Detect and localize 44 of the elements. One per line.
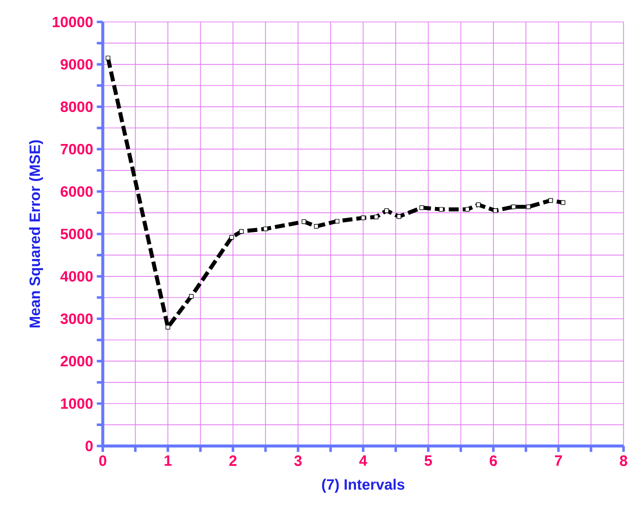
point <box>396 214 402 219</box>
point <box>360 216 366 220</box>
point <box>526 204 531 210</box>
point <box>302 219 306 224</box>
point <box>511 204 516 210</box>
y-tick-label: 4000 <box>60 271 93 282</box>
x-tick-label: 1 <box>164 456 172 466</box>
point <box>106 56 110 60</box>
point <box>239 229 244 234</box>
x-tick-label: 5 <box>424 456 432 466</box>
x-axis-title: (7) Intervals <box>322 478 404 493</box>
point <box>334 219 340 224</box>
point <box>438 207 444 212</box>
point <box>548 198 553 203</box>
y-tick-label: 9000 <box>60 59 93 70</box>
y-tick-label: 2000 <box>60 356 93 367</box>
point <box>419 205 424 210</box>
y-tick-label: 7000 <box>60 144 93 155</box>
point <box>229 235 234 240</box>
x-tick-label: 4 <box>359 456 368 466</box>
x-tick-label: 3 <box>294 456 302 466</box>
y-tick-label: 6000 <box>60 186 93 197</box>
point <box>374 214 378 220</box>
y-tick-label: 10000 <box>52 16 93 28</box>
point <box>493 208 498 214</box>
point <box>465 207 470 212</box>
point <box>384 208 389 214</box>
point <box>314 224 319 229</box>
point <box>166 325 170 330</box>
point <box>476 202 481 208</box>
point <box>560 200 566 205</box>
y-tick-label: 1000 <box>61 398 93 409</box>
x-tick-label: 2 <box>229 456 236 466</box>
y-tick-label: 5000 <box>60 228 93 240</box>
point <box>263 226 268 232</box>
x-tick-label: 8 <box>620 456 628 466</box>
x-tick-label: 7 <box>554 456 562 466</box>
x-tick-label: 6 <box>490 456 497 466</box>
point <box>189 294 194 299</box>
y-tick-label: 3000 <box>60 314 93 324</box>
y-axis-title: Mean Squared Error (MSE) <box>29 140 44 328</box>
y-tick-label: 8000 <box>60 102 93 112</box>
y-tick-label: 0 <box>86 440 93 452</box>
x-tick-label: 0 <box>99 456 106 466</box>
